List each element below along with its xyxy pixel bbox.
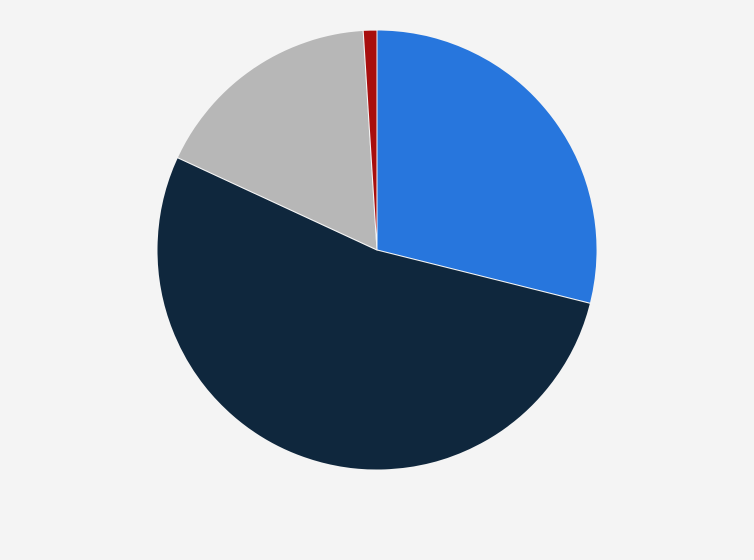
pie-slice-1 bbox=[156, 156, 592, 471]
pie-slice-3 bbox=[362, 29, 378, 251]
pie-slice-2 bbox=[176, 29, 378, 251]
pie-slice-0 bbox=[376, 29, 598, 304]
